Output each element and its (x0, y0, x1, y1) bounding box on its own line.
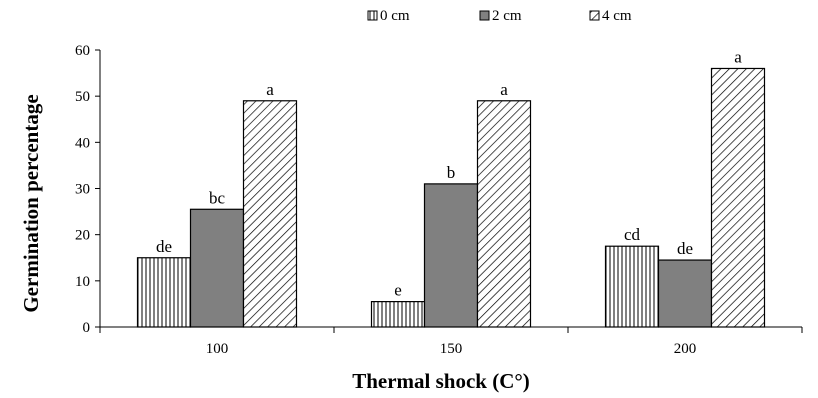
significance-label: de (156, 237, 172, 256)
y-tick-label: 30 (75, 182, 90, 198)
legend-label: 0 cm (380, 8, 410, 24)
legend-label: 2 cm (492, 8, 522, 24)
y-tick-label: 10 (75, 274, 90, 290)
y-axis-title: Germination percentage (19, 94, 43, 312)
y-tick-label: 50 (75, 89, 90, 105)
significance-label: e (394, 281, 402, 300)
significance-label: a (734, 47, 742, 66)
bar (476, 100, 532, 328)
significance-label: bc (209, 188, 226, 207)
x-tick-label: 100 (206, 341, 229, 357)
x-tick-label: 200 (674, 341, 697, 357)
x-tick-label: 150 (440, 341, 463, 357)
bar (710, 67, 766, 328)
legend-swatch (479, 10, 490, 21)
bar (370, 301, 426, 328)
legend-label: 4 cm (602, 8, 632, 24)
x-axis-title: Thermal shock (C°) (352, 369, 530, 393)
bar (136, 257, 192, 328)
legend-swatch (367, 10, 378, 21)
legend: 0 cm 2 cm 4 cm (367, 8, 632, 24)
bar (189, 208, 245, 328)
significance-label: cd (624, 225, 641, 244)
significance-label: a (266, 80, 274, 99)
significance-label: a (500, 80, 508, 99)
y-tick-label: 40 (75, 135, 90, 151)
bar (423, 183, 479, 328)
y-tick-label: 0 (83, 320, 91, 336)
y-tick-label: 20 (75, 228, 90, 244)
bar (604, 245, 660, 328)
bar (657, 259, 713, 328)
significance-label: de (677, 239, 693, 258)
bars (136, 67, 766, 328)
bar (242, 100, 298, 328)
y-tick-label: 60 (75, 43, 90, 59)
data-labels: de bc a e b a cd de a (156, 47, 742, 299)
legend-swatch (589, 10, 600, 21)
significance-label: b (447, 163, 456, 182)
